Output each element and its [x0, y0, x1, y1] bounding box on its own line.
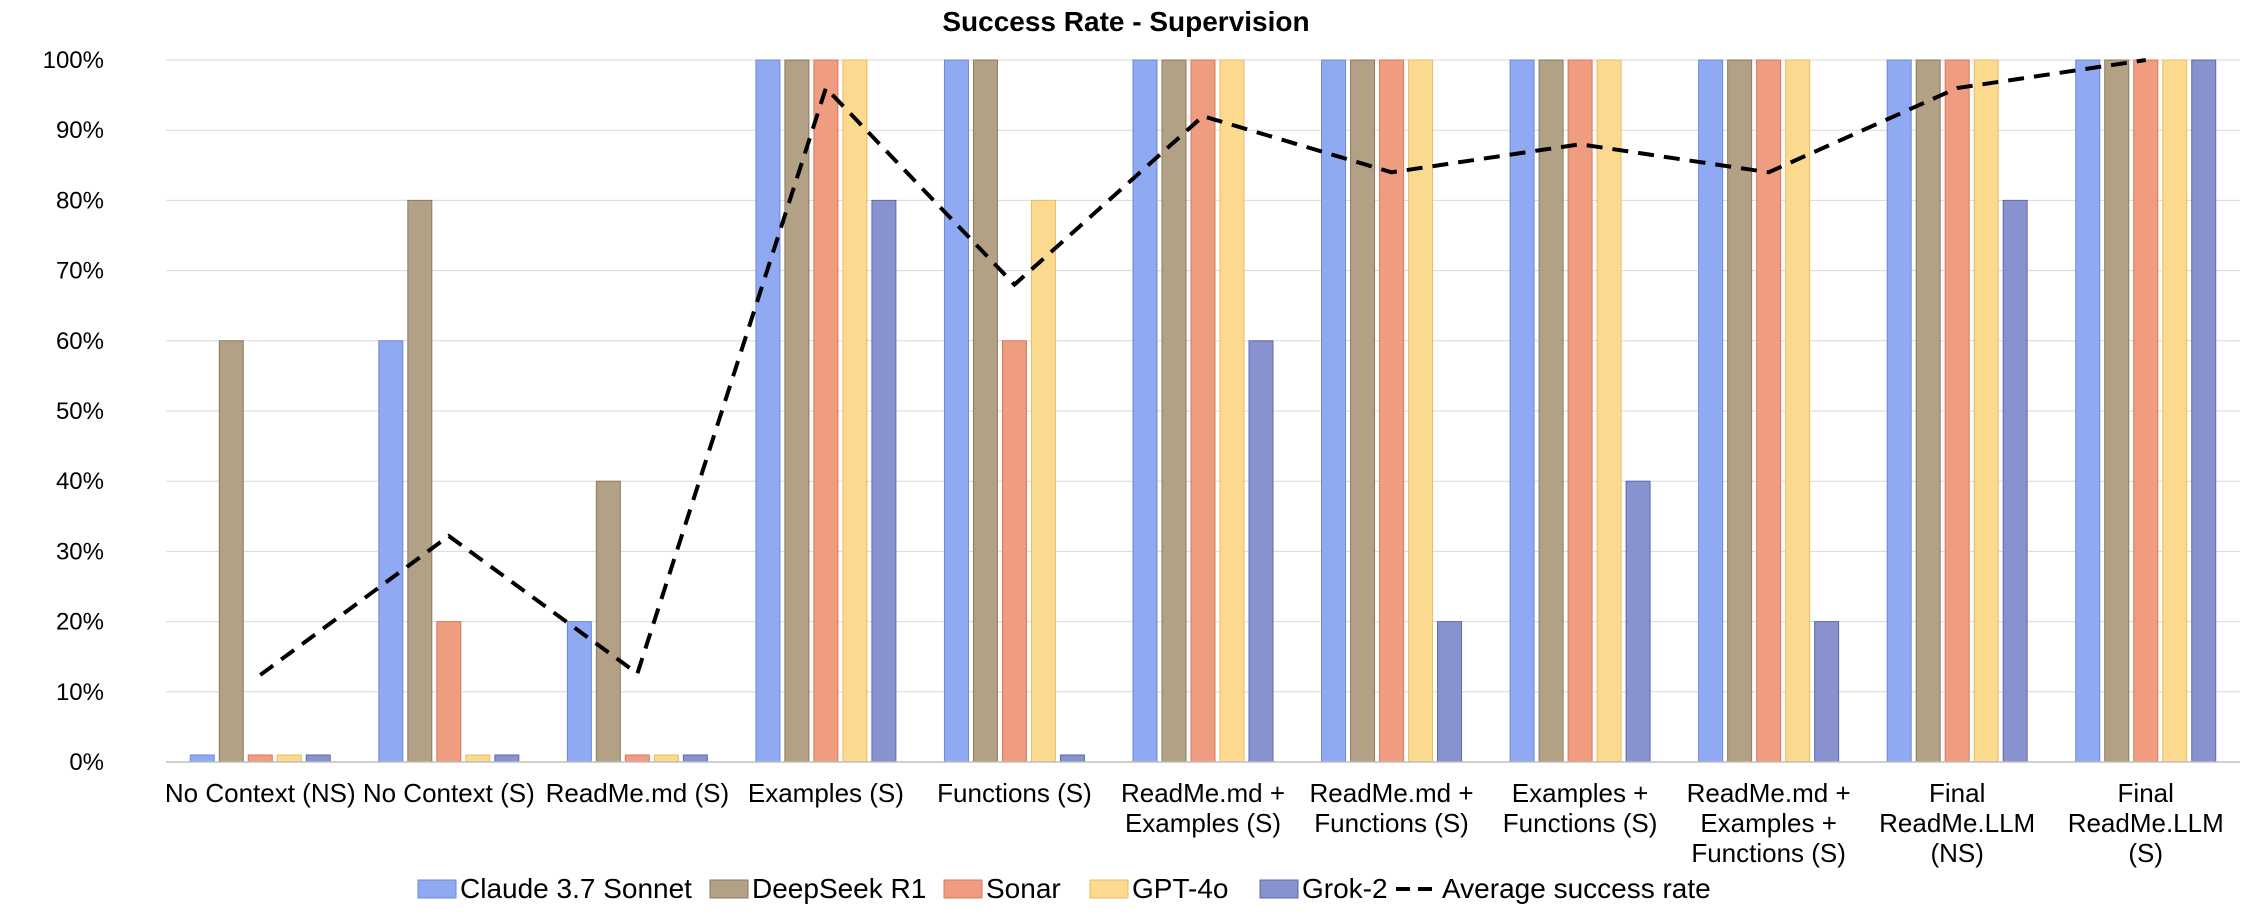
bar	[189, 754, 215, 763]
bar	[1886, 59, 1912, 763]
legend-item: Claude 3.7 Sonnet	[417, 873, 692, 904]
x-category-label: No Context (S)	[363, 778, 535, 808]
y-tick-label: 40%	[56, 468, 104, 495]
bar	[494, 754, 520, 763]
legend-label: DeepSeek R1	[752, 873, 926, 904]
legend-swatch	[1089, 879, 1129, 899]
bar	[1596, 59, 1622, 763]
bar	[1248, 340, 1274, 763]
bar	[2002, 199, 2028, 763]
bar	[1321, 59, 1347, 763]
bar	[1437, 621, 1463, 763]
bar	[595, 480, 621, 763]
bar	[1161, 59, 1187, 763]
bar	[2104, 59, 2130, 763]
bar	[1944, 59, 1970, 763]
legend-swatch	[417, 879, 457, 899]
y-tick-label: 100%	[43, 47, 104, 74]
bar	[1973, 59, 1999, 763]
bar	[1350, 59, 1376, 763]
legend-label: Average success rate	[1442, 873, 1711, 904]
bar	[1001, 340, 1027, 763]
legend-item: Grok-2	[1259, 873, 1388, 904]
legend-item: Sonar	[943, 873, 1061, 904]
bar	[813, 59, 839, 763]
bar	[682, 754, 708, 763]
bar	[566, 621, 592, 763]
x-category-label: Final ReadMe.LLM (NS)	[1879, 778, 2035, 868]
legend-swatch	[943, 879, 983, 899]
y-tick-label: 50%	[56, 398, 104, 425]
bar	[436, 621, 462, 763]
bars	[189, 59, 2217, 763]
bar	[218, 340, 244, 763]
bar	[378, 340, 404, 763]
legend-swatch	[1259, 879, 1299, 899]
bar	[465, 754, 491, 763]
bar	[1190, 59, 1216, 763]
legend-item: Average success rate	[1396, 873, 1711, 904]
y-tick-label: 80%	[56, 187, 104, 214]
bar	[1915, 59, 1941, 763]
bar	[1509, 59, 1535, 763]
bar	[784, 59, 810, 763]
legend-label: Sonar	[986, 873, 1061, 904]
x-axis-categories: No Context (NS) No Context (S) ReadMe.md (…	[165, 778, 2224, 868]
y-tick-label: 0%	[69, 749, 104, 776]
y-tick-label: 10%	[56, 679, 104, 706]
bar	[653, 754, 679, 763]
legend-item: GPT-4o	[1089, 873, 1228, 904]
bar	[276, 754, 302, 763]
legend-item: DeepSeek R1	[709, 873, 926, 904]
bar	[1814, 621, 1840, 763]
bar	[1756, 59, 1782, 763]
bar	[1219, 59, 1245, 763]
legend-label: Grok-2	[1302, 873, 1388, 904]
bar	[1132, 59, 1158, 763]
bar	[1379, 59, 1405, 763]
bar	[1059, 754, 1085, 763]
bar	[2075, 59, 2101, 763]
bar	[1408, 59, 1434, 763]
x-category-label: No Context (NS)	[165, 778, 356, 808]
bar	[1567, 59, 1593, 763]
bar	[755, 59, 781, 763]
bar	[1625, 480, 1651, 763]
x-category-label: ReadMe.md + Functions (S)	[1310, 778, 1474, 838]
bar	[2133, 59, 2159, 763]
chart-title: Success Rate - Supervision	[942, 6, 1309, 37]
bar	[305, 754, 331, 763]
bar	[1785, 59, 1811, 763]
bar	[247, 754, 273, 763]
y-tick-label: 30%	[56, 538, 104, 565]
bar	[1538, 59, 1564, 763]
legend-swatch	[709, 879, 749, 899]
bar	[972, 59, 998, 763]
y-tick-label: 90%	[56, 117, 104, 144]
x-category-label: Examples + Functions (S)	[1503, 778, 1658, 838]
legend: Claude 3.7 Sonnet DeepSeek R1 Sonar GPT-4o G…	[417, 873, 1711, 904]
x-category-label: ReadMe.md + Examples (S)	[1121, 778, 1285, 838]
legend-label: GPT-4o	[1132, 873, 1228, 904]
x-category-label: ReadMe.md (S)	[546, 778, 730, 808]
x-category-label: Functions (S)	[937, 778, 1092, 808]
y-tick-label: 70%	[56, 258, 104, 285]
bar	[407, 199, 433, 763]
bar	[842, 59, 868, 763]
bar	[943, 59, 969, 763]
bar	[624, 754, 650, 763]
bar	[1030, 199, 1056, 763]
y-tick-label: 60%	[56, 328, 104, 355]
legend-label: Claude 3.7 Sonnet	[460, 873, 692, 904]
y-axis-ticks: 0% 10% 20% 30% 40% 50% 60% 70% 80% 90% 100%	[43, 47, 104, 776]
bar	[2191, 59, 2217, 763]
y-tick-label: 20%	[56, 609, 104, 636]
x-category-label: Final ReadMe.LLM (S)	[2068, 778, 2224, 868]
bar	[2162, 59, 2188, 763]
x-category-label: Examples (S)	[748, 778, 904, 808]
bar	[871, 199, 897, 763]
x-category-label: ReadMe.md + Examples + Functions (S)	[1687, 778, 1851, 868]
